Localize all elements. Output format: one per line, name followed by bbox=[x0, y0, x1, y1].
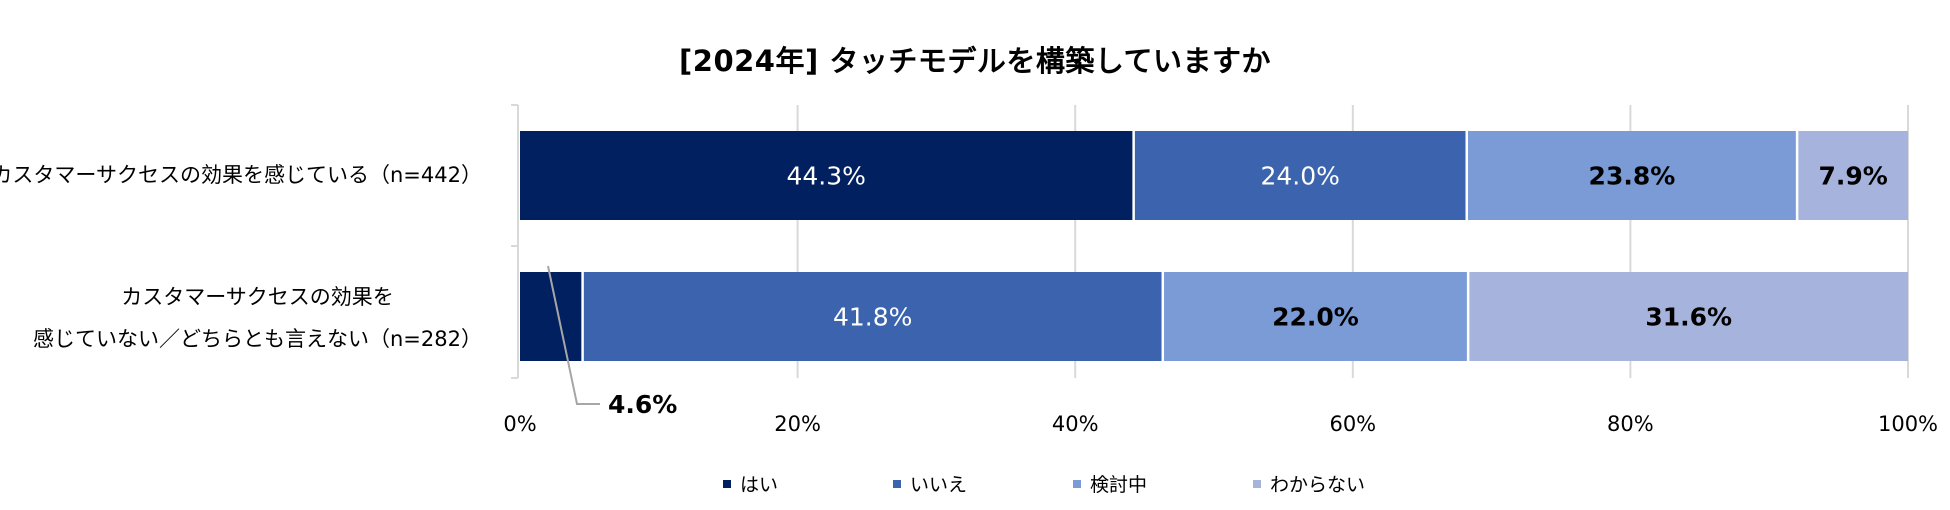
legend-swatch-hai bbox=[723, 479, 731, 488]
category-label-1: カスタマーサクセスの効果を感じている（n=442） bbox=[0, 154, 482, 196]
legend-swatch-kentouchu bbox=[1073, 479, 1081, 488]
bar-hai-1 bbox=[520, 131, 1133, 220]
callout-label-hai-2: 4.6% bbox=[608, 390, 678, 419]
legend-item-kentouchu: 検討中 bbox=[1073, 470, 1147, 497]
bar-kentouchu-2 bbox=[1164, 272, 1467, 361]
bar-hai-2 bbox=[520, 272, 582, 361]
legend-item-wakaranai: わからない bbox=[1253, 470, 1365, 497]
data-label-wakaranai-2: 31.6% bbox=[1645, 303, 1732, 332]
legend-label-hai: はい bbox=[740, 474, 779, 496]
category-label-2: カスタマーサクセスの効果を 感じていない／どちらとも言えない（n=282） bbox=[33, 276, 482, 360]
legend-swatch-wakaranai bbox=[1253, 479, 1261, 488]
data-label-iie-1: 24.0% bbox=[1260, 162, 1339, 191]
data-label-wakaranai-1: 7.9% bbox=[1819, 162, 1888, 191]
data-label-kentouchu-2: 22.0% bbox=[1272, 303, 1359, 332]
legend-label-wakaranai: わからない bbox=[1270, 474, 1366, 496]
chart-title: [2024年] タッチモデルを構築していますか bbox=[679, 44, 1271, 78]
legend-swatch-iie bbox=[893, 479, 901, 488]
category-label-2-line-1: カスタマーサクセスの効果を bbox=[121, 285, 394, 309]
legend-label-kentouchu: 検討中 bbox=[1090, 474, 1148, 496]
callout-leader-line bbox=[547, 265, 600, 405]
bar-wakaranai-1 bbox=[1798, 131, 1908, 220]
x-tick-label-0: 0% bbox=[503, 412, 537, 436]
x-tick-label-1: 20% bbox=[774, 412, 821, 436]
category-label-2-line-2: 感じていない／どちらとも言えない（n=282） bbox=[33, 327, 482, 351]
bar-kentouchu-1 bbox=[1468, 131, 1796, 220]
bar-iie-1 bbox=[1134, 131, 1466, 220]
legend: はい いいえ 検討中 わからない bbox=[0, 470, 1950, 500]
x-tick-label-5: 100% bbox=[1877, 412, 1939, 436]
bar-wakaranai-2 bbox=[1469, 272, 1908, 361]
legend-label-iie: いいえ bbox=[910, 474, 968, 496]
data-label-iie-2: 41.8% bbox=[833, 303, 912, 332]
data-label-hai-1: 44.3% bbox=[786, 162, 865, 191]
x-tick-label-2: 40% bbox=[1051, 412, 1099, 436]
data-label-kentouchu-1: 23.8% bbox=[1589, 162, 1676, 191]
x-tick-label-3: 60% bbox=[1329, 412, 1377, 436]
category-label-1-line-1: カスタマーサクセスの効果を感じている（n=442） bbox=[0, 163, 482, 187]
legend-item-iie: いいえ bbox=[893, 470, 967, 497]
bar-iie-2 bbox=[583, 272, 1162, 361]
legend-item-hai: はい bbox=[723, 470, 778, 497]
x-tick-label-4: 80% bbox=[1607, 412, 1654, 436]
